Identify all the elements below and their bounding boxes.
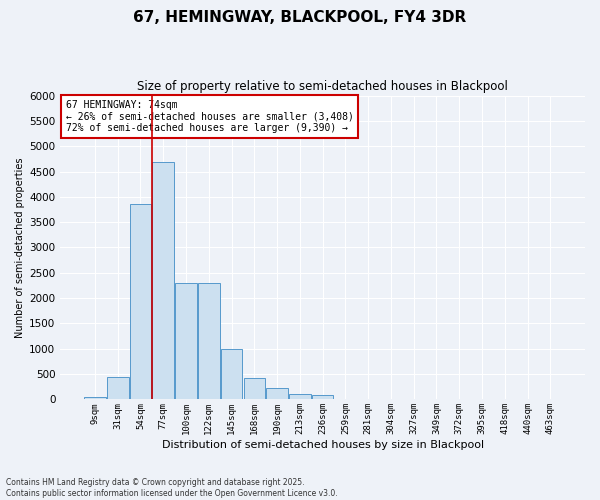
- Y-axis label: Number of semi-detached properties: Number of semi-detached properties: [15, 157, 25, 338]
- Bar: [152, 162, 174, 400]
- Bar: [221, 349, 242, 400]
- Text: Contains HM Land Registry data © Crown copyright and database right 2025.
Contai: Contains HM Land Registry data © Crown c…: [6, 478, 338, 498]
- Bar: [266, 388, 288, 400]
- Text: 67, HEMINGWAY, BLACKPOOL, FY4 3DR: 67, HEMINGWAY, BLACKPOOL, FY4 3DR: [133, 10, 467, 25]
- Bar: [244, 378, 265, 400]
- Title: Size of property relative to semi-detached houses in Blackpool: Size of property relative to semi-detach…: [137, 80, 508, 93]
- Bar: [312, 395, 334, 400]
- Bar: [289, 394, 311, 400]
- Bar: [107, 376, 128, 400]
- X-axis label: Distribution of semi-detached houses by size in Blackpool: Distribution of semi-detached houses by …: [161, 440, 484, 450]
- Bar: [175, 283, 197, 400]
- Bar: [198, 283, 220, 400]
- Bar: [130, 204, 151, 400]
- Bar: [84, 397, 106, 400]
- Text: 67 HEMINGWAY: 74sqm
← 26% of semi-detached houses are smaller (3,408)
72% of sem: 67 HEMINGWAY: 74sqm ← 26% of semi-detach…: [65, 100, 353, 134]
